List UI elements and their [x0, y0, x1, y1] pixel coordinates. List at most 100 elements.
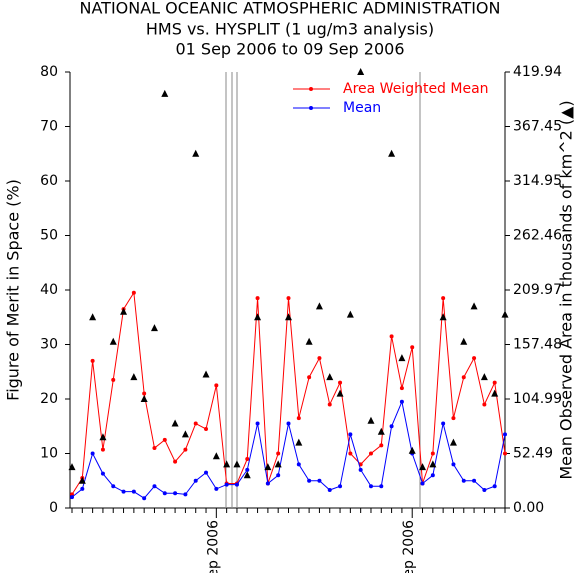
- point: [389, 424, 394, 429]
- point: [100, 447, 105, 452]
- point: [482, 488, 487, 493]
- triangle-marker: [285, 313, 292, 321]
- triangle-marker: [295, 438, 303, 446]
- point: [472, 478, 477, 483]
- point: [214, 383, 219, 388]
- legend-label: Area Weighted Mean: [343, 81, 489, 97]
- chart-title: NATIONAL OCEANIC ATMOSPHERIC ADMINISTRAT…: [80, 0, 501, 18]
- point: [358, 467, 363, 472]
- point: [379, 484, 384, 489]
- point: [379, 443, 384, 448]
- series-line: [71, 400, 506, 499]
- triangle-marker: [120, 307, 128, 315]
- triangle-marker: [181, 430, 189, 438]
- triangle-marker: [140, 394, 148, 402]
- triangle-marker: [305, 337, 313, 345]
- y-tick-label: 20: [40, 391, 58, 407]
- triangle-marker: [212, 452, 220, 460]
- triangle-marker: [130, 373, 138, 381]
- point: [307, 478, 312, 483]
- triangle-marker: [78, 476, 86, 484]
- point: [389, 334, 394, 339]
- y2-tick-label: 0.00: [513, 500, 544, 516]
- point: [451, 462, 456, 467]
- triangle-marker: [202, 370, 210, 378]
- chart-subtitle: HMS vs. HYSPLIT (1 ug/m3 analysis): [146, 20, 434, 39]
- point: [430, 473, 435, 478]
- triangle-marker: [367, 416, 375, 424]
- triangle-marker: [254, 313, 262, 321]
- point: [162, 491, 167, 496]
- point: [307, 375, 312, 380]
- legend-dot: [309, 87, 313, 91]
- y2-tick-label: 104.99: [513, 391, 562, 407]
- triangle-marker: [419, 463, 427, 471]
- point: [265, 481, 270, 486]
- point: [162, 437, 167, 442]
- triangle-marker: [346, 310, 354, 318]
- triangle-marker: [223, 460, 231, 468]
- triangle-marker: [264, 463, 272, 471]
- y-tick-label: 40: [40, 282, 58, 298]
- point: [100, 471, 105, 476]
- y2-tick-label: 419.94: [513, 64, 562, 80]
- triangle-marker: [68, 463, 76, 471]
- triangle-marker: [439, 313, 447, 321]
- point: [451, 416, 456, 421]
- point: [70, 495, 74, 500]
- triangle-marker: [470, 302, 478, 310]
- point: [224, 482, 229, 487]
- point: [327, 488, 332, 493]
- triangle-marker: [161, 89, 169, 97]
- point: [255, 421, 260, 426]
- triangle-marker: [109, 337, 117, 345]
- y-tick-label: 60: [40, 173, 58, 189]
- point: [90, 358, 95, 363]
- point: [193, 478, 198, 483]
- point: [420, 481, 425, 486]
- y2-axis-label: Mean Observed Area in thousands of km^2 …: [557, 100, 576, 479]
- point: [317, 478, 322, 483]
- triangle-marker: [336, 389, 344, 397]
- triangle-marker: [192, 149, 200, 157]
- point: [286, 421, 291, 426]
- triangle-marker: [398, 354, 406, 362]
- point: [368, 451, 373, 456]
- triangle-marker: [171, 419, 179, 427]
- y-tick-label: 0: [49, 500, 58, 516]
- x-tick-label: Sep 2006: [401, 520, 417, 573]
- triangle-marker: [233, 460, 241, 468]
- date-range: 01 Sep 2006 to 09 Sep 2006: [175, 40, 404, 59]
- point: [286, 296, 291, 301]
- legend-dot: [309, 106, 313, 110]
- point: [276, 473, 281, 478]
- point: [255, 296, 260, 301]
- point: [348, 432, 353, 437]
- legend-label: Mean: [343, 100, 381, 116]
- point: [173, 459, 178, 464]
- triangle-marker: [501, 310, 509, 318]
- point: [80, 486, 85, 491]
- triangle-marker: [274, 460, 282, 468]
- point: [183, 492, 188, 497]
- point: [503, 432, 507, 437]
- triangle-marker: [388, 149, 396, 157]
- y-tick-label: 80: [40, 64, 58, 80]
- point: [441, 421, 446, 426]
- point: [399, 386, 404, 391]
- triangle-marker: [491, 389, 499, 397]
- triangle-marker: [377, 427, 385, 435]
- triangle-marker: [429, 460, 437, 468]
- point: [472, 356, 477, 361]
- point: [173, 491, 178, 496]
- point: [142, 496, 147, 501]
- y2-tick-label: 209.97: [513, 282, 562, 298]
- point: [296, 462, 301, 467]
- point: [204, 470, 209, 475]
- point: [338, 484, 343, 489]
- point: [152, 484, 157, 489]
- triangle-marker: [449, 438, 457, 446]
- point: [348, 451, 353, 456]
- y-tick-label: 10: [40, 446, 58, 462]
